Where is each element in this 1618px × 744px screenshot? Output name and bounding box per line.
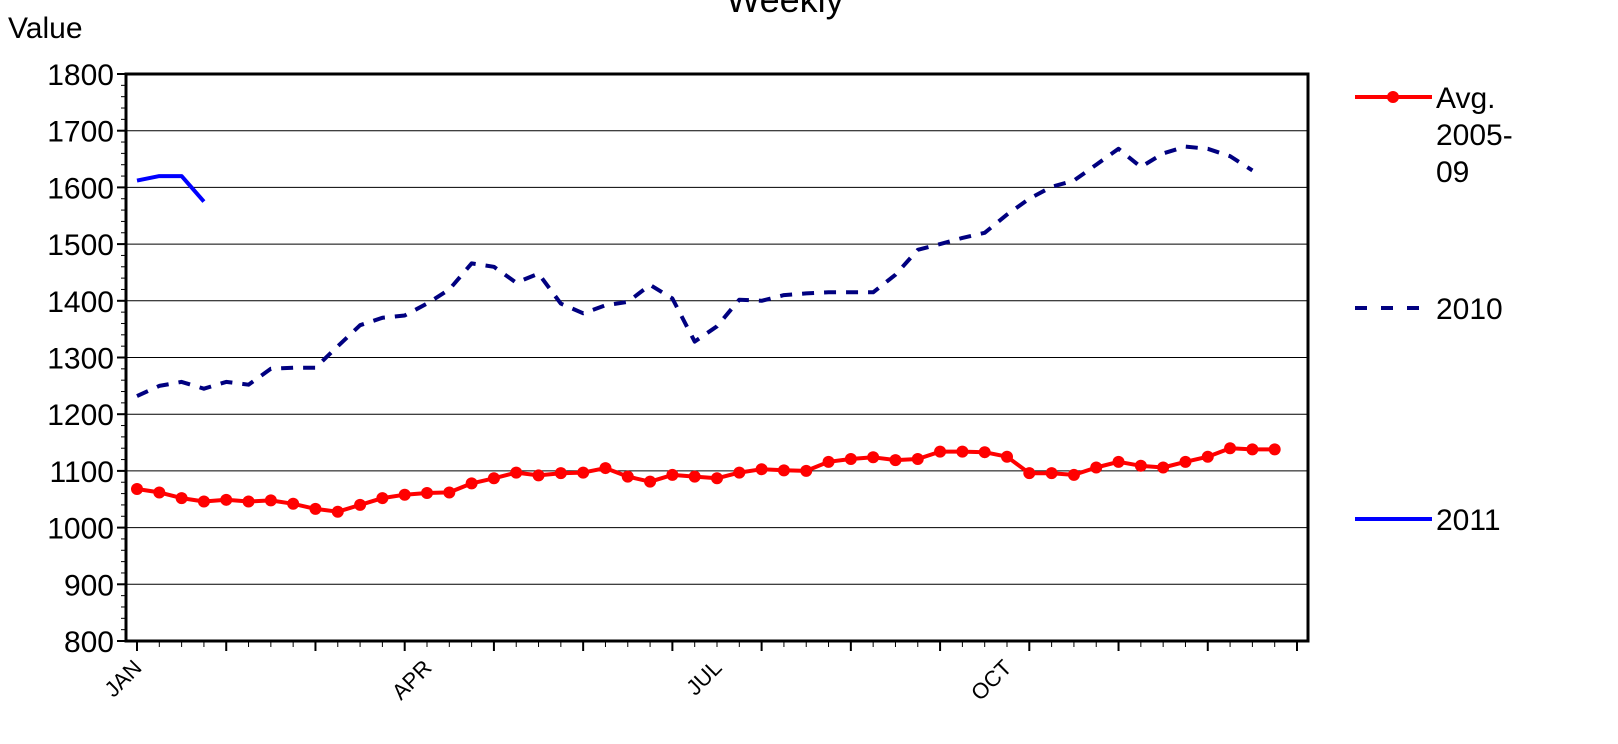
data-point xyxy=(264,494,277,507)
data-point xyxy=(1112,455,1125,468)
data-point xyxy=(220,493,233,506)
data-point xyxy=(331,505,344,518)
legend-label: 2010 xyxy=(1436,293,1503,326)
data-point xyxy=(800,464,813,477)
y-tick-label: 1400 xyxy=(47,286,114,319)
data-point xyxy=(532,469,545,482)
y-tick-label: 800 xyxy=(64,626,114,659)
data-point xyxy=(1067,468,1080,481)
data-point xyxy=(1001,450,1013,463)
data-point xyxy=(354,498,367,511)
data-point xyxy=(844,452,857,465)
data-point xyxy=(777,464,790,477)
x-tick-label: JUL xyxy=(681,655,726,700)
data-point xyxy=(487,472,500,485)
data-point xyxy=(1090,461,1103,474)
data-point xyxy=(822,455,835,468)
data-point xyxy=(889,454,902,467)
data-point xyxy=(599,462,612,475)
y-tick-label: 1200 xyxy=(47,399,114,432)
data-point xyxy=(1134,459,1147,472)
data-point xyxy=(175,492,188,505)
data-point xyxy=(1157,461,1170,474)
data-point xyxy=(510,466,523,479)
y-tick-label: 1800 xyxy=(47,59,114,92)
data-point xyxy=(443,486,456,499)
data-point xyxy=(577,466,590,479)
gridlines xyxy=(126,130,1308,585)
y-tick-label: 1600 xyxy=(47,172,114,205)
x-tick-label: APR xyxy=(387,655,437,705)
data-point xyxy=(666,468,679,481)
data-point xyxy=(755,463,768,476)
legend-label: 2011 xyxy=(1436,504,1501,537)
y-tick-label: 1300 xyxy=(47,343,114,376)
data-point xyxy=(153,486,166,499)
plot-area-border xyxy=(124,72,1310,643)
series-line xyxy=(136,144,1254,398)
data-point xyxy=(644,475,657,488)
data-point xyxy=(376,492,389,505)
y-axis-label: Value xyxy=(8,12,83,45)
series-line xyxy=(136,446,1275,514)
series-line xyxy=(136,174,206,203)
legend-marker xyxy=(1387,91,1399,103)
data-point xyxy=(398,488,411,501)
data-point xyxy=(309,502,322,515)
series-layer xyxy=(131,144,1281,518)
legend-label: Avg. 2005-09 xyxy=(1436,82,1513,189)
data-point xyxy=(621,470,634,483)
y-tick-label: 1000 xyxy=(47,513,114,546)
data-point xyxy=(1045,467,1058,480)
y-tick-label: 1500 xyxy=(47,229,114,262)
data-point xyxy=(287,497,300,510)
data-point xyxy=(1179,455,1192,468)
x-tick-label: JAN xyxy=(99,655,146,702)
data-point xyxy=(978,446,991,459)
y-tick-label: 1100 xyxy=(49,456,114,489)
data-point xyxy=(1201,450,1214,463)
y-tick-label: 1700 xyxy=(47,116,114,149)
data-point xyxy=(956,445,969,458)
legend: Avg. 2005-09 2010 2011 xyxy=(1355,82,1513,537)
y-tick-label: 900 xyxy=(64,569,114,602)
data-point xyxy=(688,470,701,483)
data-point xyxy=(465,477,478,490)
data-point xyxy=(934,445,947,458)
chart-title: Weekly xyxy=(726,0,843,20)
y-axis-ticks: 800 900 1000 1100 1200 1300 1400 1500 1600 1700 18… xyxy=(47,59,126,659)
data-point xyxy=(131,483,143,496)
data-point xyxy=(421,487,433,500)
data-point xyxy=(867,451,880,464)
data-point xyxy=(711,472,723,485)
data-point xyxy=(911,452,924,465)
data-point xyxy=(1023,467,1036,480)
x-tick-label: OCT xyxy=(966,655,1017,706)
data-point xyxy=(1246,443,1259,456)
x-axis-ticks: JAN APR JUL OCT xyxy=(99,641,1298,706)
data-point xyxy=(733,466,746,479)
data-point xyxy=(554,467,567,480)
data-point xyxy=(197,495,210,508)
data-point xyxy=(242,495,255,508)
data-point xyxy=(1224,442,1237,455)
data-point xyxy=(1268,443,1281,456)
